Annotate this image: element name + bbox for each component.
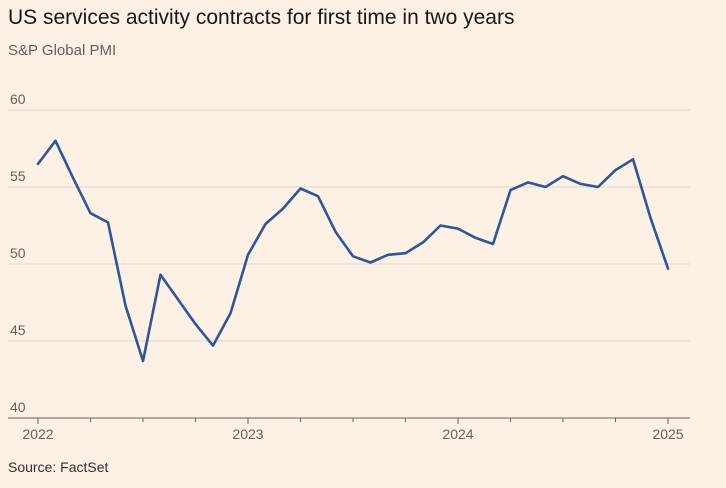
x-tick-label-2023: 2023: [232, 426, 263, 442]
chart-title: US services activity contracts for first…: [8, 6, 515, 29]
y-tick-label-60: 60: [10, 91, 26, 107]
x-tick-label-2025: 2025: [652, 426, 683, 442]
data-point-2024-06: [544, 186, 546, 188]
data-point-2024-09: [597, 186, 599, 188]
x-tick-marks: 2022 2023 2024 2025: [22, 418, 684, 442]
series-layer: [36, 139, 670, 363]
data-point-2023-08: [369, 261, 371, 263]
y-tick-labels: 40 45 50 55 60: [10, 91, 26, 415]
data-point-2025-01: [667, 267, 669, 269]
data-point-2023-01: [247, 254, 249, 256]
data-point-2024-07: [562, 175, 564, 177]
data-point-2022-09: [177, 298, 179, 300]
data-point-2023-03: [282, 207, 284, 209]
data-point-2023-09: [387, 254, 389, 256]
y-tick-label-50: 50: [10, 245, 26, 261]
grid-layer: [8, 109, 690, 419]
data-point-2023-10: [404, 252, 406, 254]
series-line-pmi: [36, 139, 670, 363]
data-point-2024-02: [474, 237, 476, 239]
data-point-2024-11: [632, 158, 634, 160]
data-point-2024-05: [527, 181, 529, 183]
data-point-2022-02: [54, 140, 56, 142]
data-point-2023-02: [264, 223, 266, 225]
data-point-2022-07: [142, 360, 144, 362]
data-point-2022-10: [194, 323, 196, 325]
data-point-2022-04: [89, 212, 91, 214]
data-point-2022-01: [37, 163, 39, 165]
data-point-2023-07: [352, 255, 354, 257]
data-point-2022-08: [159, 274, 161, 276]
data-point-2022-12: [229, 312, 231, 314]
data-point-2024-01: [457, 227, 459, 229]
data-point-2022-05: [107, 221, 109, 223]
source-note: Source: FactSet: [8, 459, 109, 475]
chart-subtitle: S&P Global PMI: [8, 42, 117, 59]
data-point-2024-04: [509, 189, 511, 191]
data-point-2022-03: [72, 177, 74, 179]
data-point-2023-06: [334, 231, 336, 233]
x-tick-label-2022: 2022: [22, 426, 53, 442]
data-point-2023-12: [439, 224, 441, 226]
data-point-2024-12: [649, 217, 651, 219]
data-point-2024-10: [614, 169, 616, 171]
y-tick-label-40: 40: [10, 399, 26, 415]
x-tick-label-2024: 2024: [442, 426, 473, 442]
data-point-2024-08: [579, 183, 581, 185]
data-point-2022-06: [124, 304, 126, 306]
data-point-2023-04: [299, 187, 301, 189]
data-point-2023-11: [422, 241, 424, 243]
y-tick-label-45: 45: [10, 322, 26, 338]
data-point-2024-03: [492, 243, 494, 245]
y-tick-label-55: 55: [10, 168, 26, 184]
data-point-2023-05: [317, 195, 319, 197]
data-point-2022-11: [212, 344, 214, 346]
